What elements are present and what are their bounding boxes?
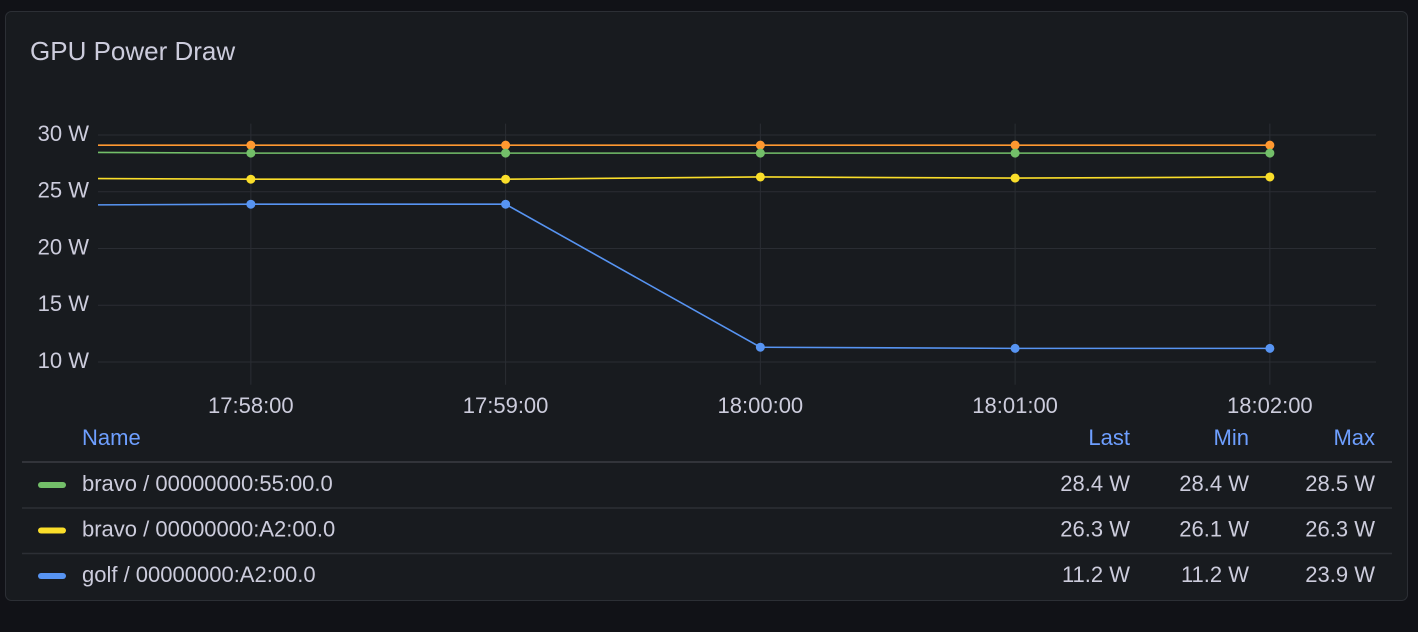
y-tick-label: 10 W xyxy=(38,348,90,373)
grid xyxy=(98,123,1376,385)
data-point xyxy=(755,148,765,158)
legend-stat: 23.9 W xyxy=(1305,562,1375,587)
data-point xyxy=(1010,343,1020,353)
data-point xyxy=(0,201,1,210)
data-point xyxy=(0,141,1,150)
x-tick-label: 17:58:00 xyxy=(208,393,294,418)
data-point xyxy=(501,140,511,150)
legend-name: golf / 00000000:A2:00.0 xyxy=(82,562,316,587)
data-point xyxy=(755,140,765,150)
data-point xyxy=(1265,343,1275,353)
data-point xyxy=(501,174,511,184)
y-tick-label: 15 W xyxy=(38,291,90,316)
data-point xyxy=(246,174,256,184)
x-tick-label: 18:01:00 xyxy=(972,393,1058,418)
data-point xyxy=(0,147,1,156)
data-point xyxy=(1010,148,1020,158)
series-line xyxy=(98,203,1270,350)
legend-name: bravo / 00000000:55:00.0 xyxy=(82,471,333,496)
data-point xyxy=(1265,140,1275,150)
legend-header: Min xyxy=(1214,425,1249,450)
data-point xyxy=(1010,140,1020,150)
data-point xyxy=(501,148,511,158)
data-point xyxy=(1265,172,1275,182)
axes: 10 W 15 W 20 W 25 W 30 W 17:58:00 17:59:00 18:0… xyxy=(38,121,1313,418)
legend-stat: 26.1 W xyxy=(1179,516,1249,541)
legend-stat: 26.3 W xyxy=(1305,516,1375,541)
data-point xyxy=(501,199,511,209)
data-point xyxy=(246,148,256,158)
panel-title: GPU Power Draw xyxy=(30,36,235,66)
x-tick-label: 18:00:00 xyxy=(718,393,804,418)
legend-stat: 28.5 W xyxy=(1305,471,1375,496)
legend-stat: 28.4 W xyxy=(1060,471,1130,496)
legend-table: Name Last Min Max bravo / 00000000:55:00.0 28… xyxy=(22,425,1392,587)
legend-stat: 26.3 W xyxy=(1060,516,1130,541)
legend-name: bravo / 00000000:A2:00.0 xyxy=(82,516,335,541)
data-point xyxy=(1010,173,1020,183)
panel xyxy=(5,11,1408,601)
legend-header: Last xyxy=(1088,425,1130,450)
series-line xyxy=(98,151,1270,154)
y-tick-label: 30 W xyxy=(38,121,90,146)
x-tick-label: 18:02:00 xyxy=(1227,393,1313,418)
data-point xyxy=(1265,148,1275,158)
legend-header: Name xyxy=(82,425,141,450)
series-line xyxy=(98,176,1270,181)
x-tick-label: 17:59:00 xyxy=(463,393,549,418)
data-point xyxy=(246,199,256,209)
legend-stat: 28.4 W xyxy=(1179,471,1249,496)
y-tick-label: 25 W xyxy=(38,178,90,203)
data-point xyxy=(755,342,765,352)
data-point xyxy=(246,140,256,150)
data-point xyxy=(0,174,1,183)
plot-area xyxy=(0,140,1275,353)
legend-header: Max xyxy=(1333,425,1375,450)
data-point xyxy=(755,172,765,182)
legend-stat: 11.2 W xyxy=(1062,562,1130,587)
legend-stat: 11.2 W xyxy=(1181,562,1249,587)
y-tick-label: 20 W xyxy=(38,234,90,259)
